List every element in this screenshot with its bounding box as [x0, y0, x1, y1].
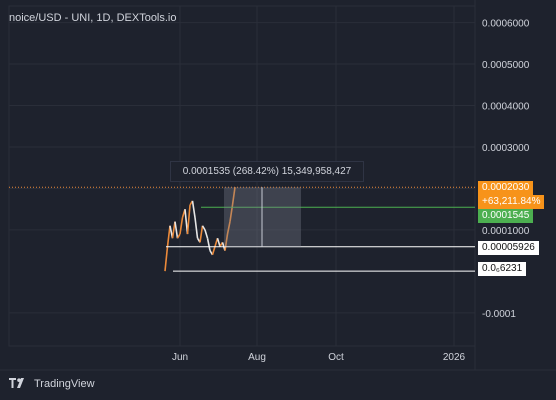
x-tick-label: Oct: [328, 352, 344, 363]
price-segment: [224, 233, 229, 251]
x-tick-label: Aug: [248, 352, 266, 363]
white-level-tag-2: 0.0₆6231: [478, 262, 527, 276]
price-segment: [174, 221, 179, 239]
tradingview-logo-icon: [9, 378, 24, 388]
price-segment: [191, 200, 196, 218]
y-tick-label: 0.0004000: [482, 102, 530, 113]
current-change-tag: +63,211.84%: [478, 195, 545, 209]
axis-layer: -0.00010.00010000.00020000.00030000.0004…: [172, 19, 530, 363]
current-price-tag: 0.0002030: [478, 181, 534, 195]
x-tick-label: 2026: [443, 352, 466, 363]
tradingview-footer: TradingView: [9, 378, 95, 390]
y-tick-label: 0.0001000: [482, 226, 530, 237]
price-segment: [211, 246, 216, 256]
price-segment: [166, 225, 171, 247]
chart-title: noice/USD - UNI, 1D, DEXTools.io: [9, 12, 177, 24]
price-segment: [176, 233, 181, 239]
green-level-tag: 0.0001545: [478, 209, 534, 223]
x-tick-label: Jun: [172, 352, 188, 363]
y-tick-label: -0.0001: [482, 309, 516, 320]
price-segment: [206, 238, 211, 251]
price-segment: [204, 229, 209, 239]
y-tick-label: 0.0003000: [482, 143, 530, 154]
price-segment: [171, 221, 176, 239]
price-segment: [194, 217, 199, 239]
measurement-label: 0.0001535 (268.42%) 15,349,958,427: [170, 161, 364, 182]
price-segment: [216, 237, 221, 247]
price-segment: [179, 217, 184, 235]
price-segment: [164, 246, 169, 272]
price-segment: [201, 225, 206, 231]
price-segment: [226, 221, 231, 235]
level-layer: [9, 186, 475, 272]
grid-layer: [0, 0, 556, 371]
price-segment: [231, 187, 236, 206]
y-tick-label: 0.0006000: [482, 19, 530, 30]
white-level-tag-1: 0.00005926: [478, 241, 539, 255]
tradingview-logo-text: TradingView: [34, 378, 95, 390]
price-segment: [186, 204, 191, 235]
y-tick-label: 0.0005000: [482, 60, 530, 71]
price-segment: [199, 225, 204, 243]
